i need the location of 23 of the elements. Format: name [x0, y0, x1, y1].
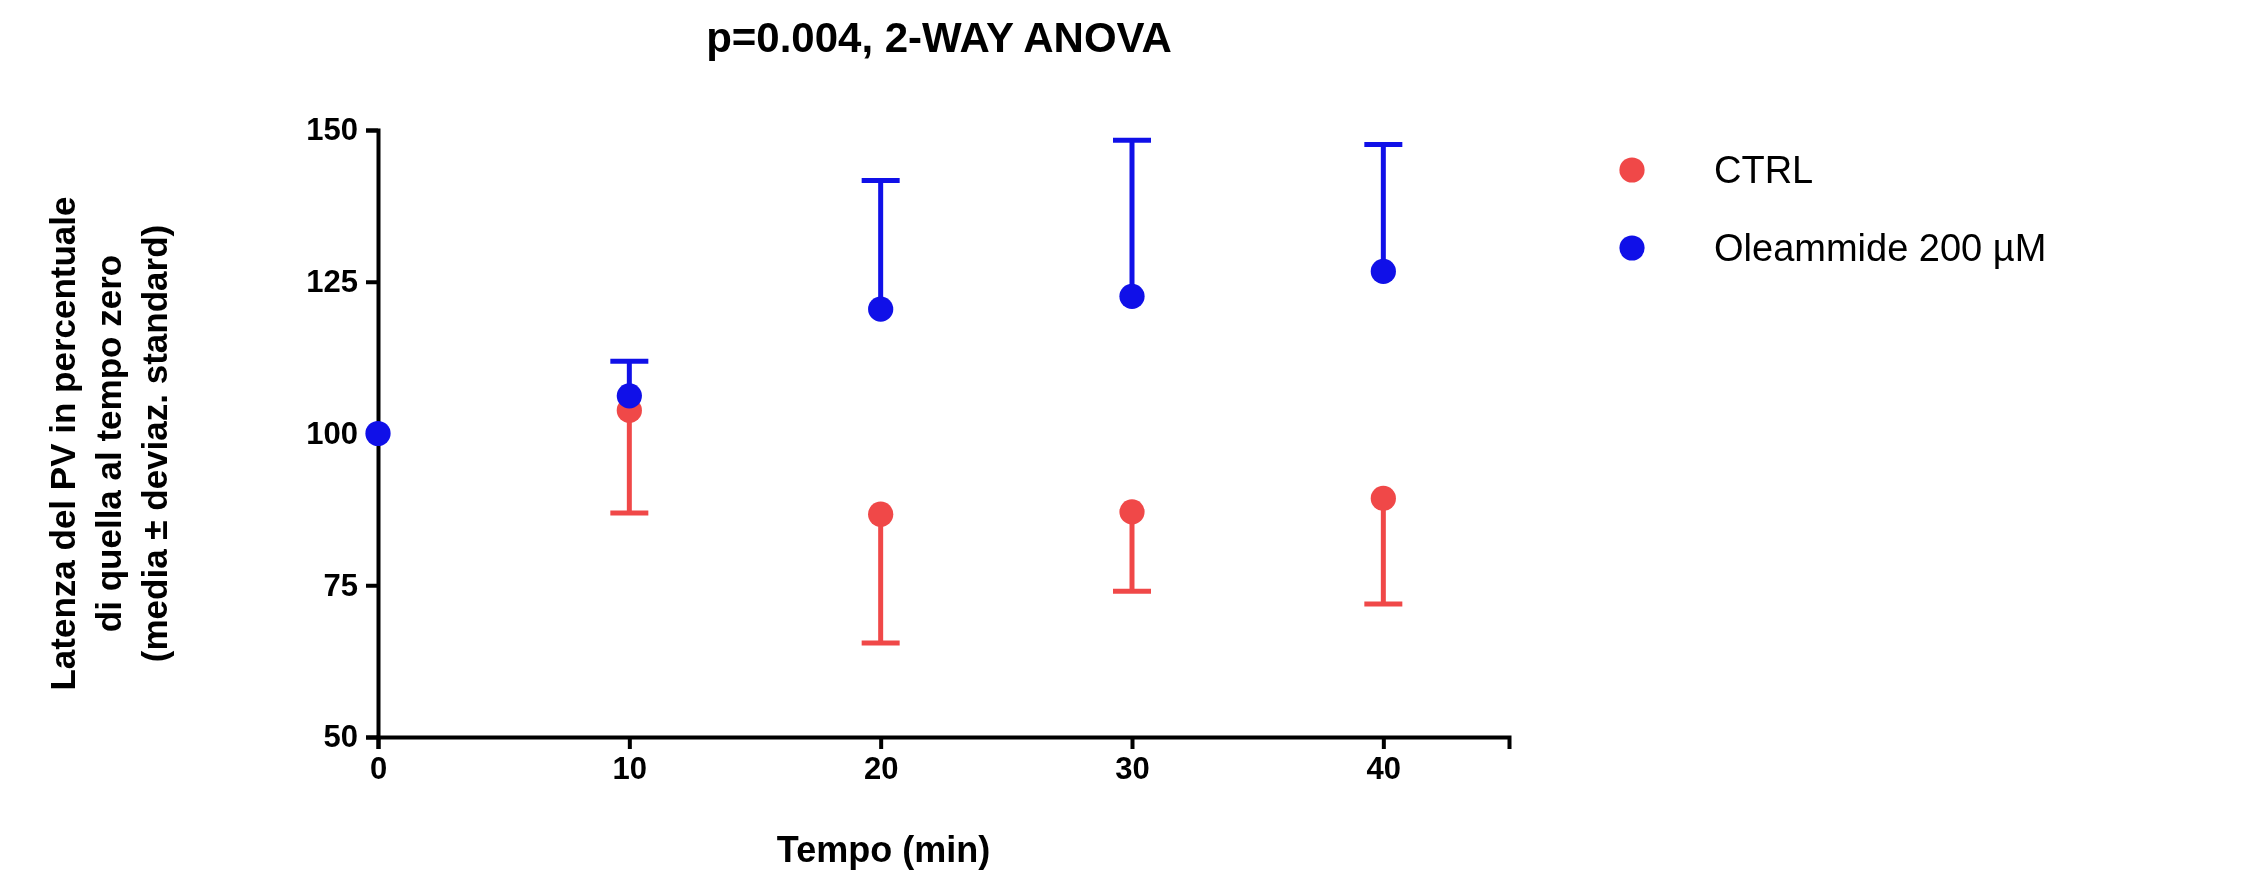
- point: [1119, 499, 1145, 525]
- legend-label: CTRL: [1714, 149, 1814, 191]
- point: [868, 296, 894, 322]
- y-tick-label: 150: [306, 112, 358, 148]
- point: [1119, 283, 1145, 309]
- x-tick-label: 10: [612, 751, 648, 787]
- chart-title: p=0.004, 2-WAY ANOVA: [706, 14, 1172, 61]
- x-axis-title: Tempo (min): [776, 829, 991, 870]
- point: [616, 383, 642, 409]
- y-tick-label: 50: [323, 719, 358, 755]
- point: [1370, 258, 1396, 285]
- x-tick-label: 0: [369, 751, 388, 787]
- y-tick-label: 75: [323, 567, 358, 603]
- x-tick-label: 40: [1366, 751, 1402, 787]
- y-axis-title: Latenza del PV in percentuale di quella al tempo zero (media ± deviaz. standard): [43, 196, 174, 691]
- y-tick-label: 100: [306, 415, 358, 451]
- point: [365, 420, 391, 447]
- x-tick-label: 30: [1115, 751, 1150, 787]
- legend-label: Oleammide 200 µM: [1714, 227, 2047, 269]
- y-tick-label: 125: [306, 264, 358, 300]
- point: [1370, 485, 1396, 512]
- x-tick-label: 20: [863, 751, 899, 787]
- point: [868, 501, 894, 527]
